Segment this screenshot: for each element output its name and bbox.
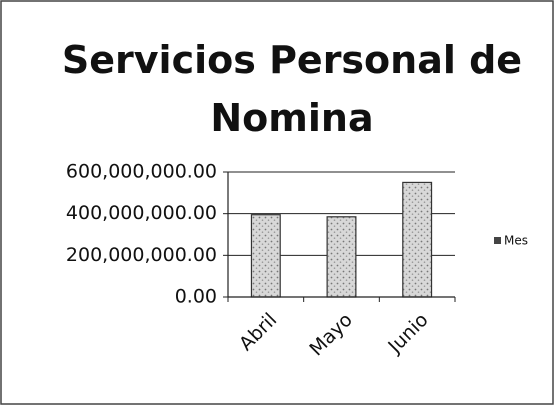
chart-title: Servicios Personal de Nomina: [62, 38, 522, 140]
bar: [250, 214, 281, 298]
y-tick-label: 600,000,000.00: [66, 161, 217, 183]
y-tick-label: 0.00: [175, 286, 217, 308]
legend-swatch: [494, 237, 501, 244]
bar: [326, 216, 357, 298]
y-tick-label: 200,000,000.00: [66, 244, 217, 266]
y-tick-label: 400,000,000.00: [66, 202, 217, 224]
bar: [402, 181, 433, 298]
legend-label: Mes: [504, 234, 528, 248]
